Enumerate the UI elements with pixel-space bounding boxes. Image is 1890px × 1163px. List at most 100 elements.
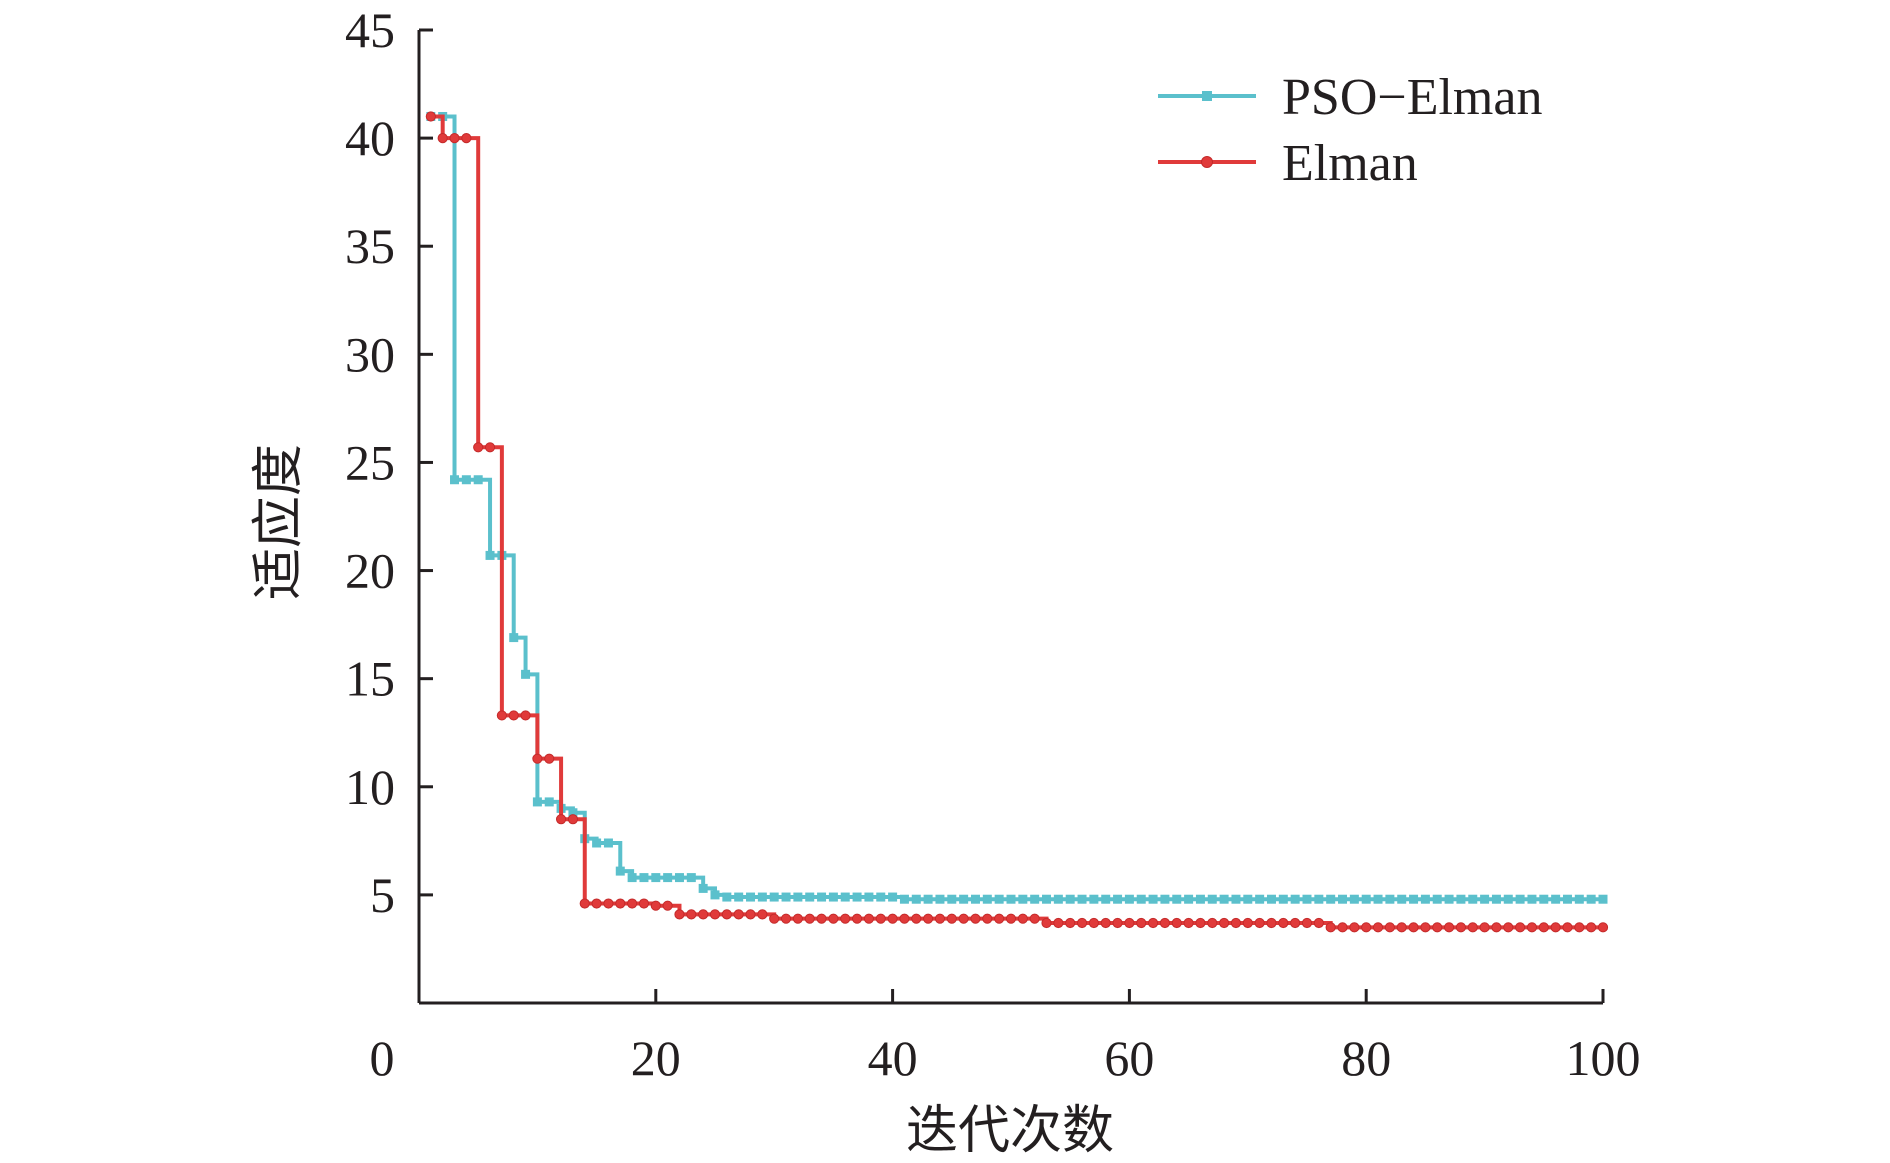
data-point-pso-elman (1148, 894, 1158, 904)
data-point-pso-elman (1527, 894, 1537, 904)
data-point-elman (1538, 922, 1549, 933)
data-point-elman (1029, 913, 1040, 924)
data-point-elman (875, 913, 886, 924)
data-point-elman (840, 913, 851, 924)
data-point-pso-elman (461, 475, 471, 485)
data-point-pso-elman (781, 892, 791, 902)
data-point-elman (1041, 917, 1052, 929)
data-point-pso-elman (1290, 894, 1300, 904)
legend-item-elman: Elman (1158, 135, 1418, 192)
data-point-pso-elman (793, 892, 803, 902)
data-point-elman (1443, 922, 1455, 933)
data-point-elman (1301, 917, 1313, 929)
data-point-pso-elman (1101, 894, 1111, 904)
y-axis-title: 适应度 (251, 444, 308, 600)
data-point-pso-elman (509, 633, 519, 643)
data-point-pso-elman (1515, 894, 1525, 904)
data-point-elman (1384, 922, 1395, 933)
data-point-elman (1183, 917, 1194, 929)
data-point-elman (484, 442, 496, 453)
data-point-elman (1219, 917, 1230, 929)
data-point-pso-elman (734, 892, 744, 902)
legend: PSO−Elman Elman (1158, 69, 1542, 192)
data-point-pso-elman (1432, 894, 1442, 904)
data-point-pso-elman (746, 892, 756, 902)
data-point-pso-elman (639, 873, 649, 883)
data-point-elman (567, 814, 579, 825)
data-point-pso-elman (1160, 894, 1170, 904)
data-point-pso-elman (1586, 894, 1596, 904)
data-point-elman (1053, 917, 1064, 929)
data-point-elman (1088, 917, 1099, 929)
data-point-elman (1562, 922, 1573, 933)
data-point-elman (437, 133, 448, 144)
data-point-pso-elman (1385, 894, 1395, 904)
data-point-pso-elman (1373, 894, 1383, 904)
data-point-elman (1586, 922, 1597, 933)
x-tick-label: 40 (868, 1030, 918, 1086)
data-point-pso-elman (1113, 894, 1123, 904)
data-point-pso-elman (544, 797, 554, 807)
data-point-elman (1147, 917, 1159, 929)
data-point-pso-elman (1219, 894, 1229, 904)
data-point-elman (899, 913, 910, 924)
data-point-pso-elman (1480, 894, 1490, 904)
y-tick-label: 15 (345, 651, 395, 707)
data-point-elman (1076, 917, 1088, 929)
series-line-pso-elman (430, 114, 1603, 902)
series-layer (425, 111, 1609, 933)
data-point-pso-elman (1018, 894, 1028, 904)
data-point-elman (1408, 922, 1419, 933)
data-point-pso-elman (1397, 894, 1407, 904)
data-point-pso-elman (473, 475, 483, 485)
data-point-elman (1266, 917, 1277, 929)
data-point-pso-elman (876, 892, 886, 902)
data-point-elman (804, 913, 815, 924)
data-point-elman (591, 898, 602, 909)
data-point-pso-elman (568, 808, 578, 818)
data-point-pso-elman (959, 894, 969, 904)
data-point-elman (816, 913, 827, 924)
data-point-elman (650, 900, 661, 911)
data-point-elman (792, 913, 803, 924)
data-point-elman (461, 133, 472, 144)
data-point-pso-elman (1562, 894, 1572, 904)
data-point-elman (1420, 922, 1431, 933)
data-point-elman (970, 913, 981, 924)
data-point-elman (721, 909, 732, 920)
y-tick-label: 35 (345, 218, 395, 274)
data-point-elman (828, 913, 839, 924)
data-point-elman (1491, 922, 1502, 933)
data-point-elman (745, 909, 756, 920)
data-point-pso-elman (1420, 894, 1430, 904)
data-point-elman (1313, 917, 1324, 929)
data-point-pso-elman (592, 838, 602, 848)
data-point-elman (1005, 913, 1017, 924)
data-point-elman (1124, 917, 1135, 929)
data-point-pso-elman (1266, 894, 1276, 904)
data-point-pso-elman (485, 550, 495, 560)
data-point-elman (994, 913, 1005, 924)
data-point-pso-elman (651, 873, 661, 883)
data-point-pso-elman (1089, 894, 1099, 904)
data-point-pso-elman (1551, 894, 1561, 904)
data-point-pso-elman (888, 892, 898, 902)
data-point-elman (934, 913, 946, 924)
data-point-elman (1159, 917, 1171, 929)
data-point-elman (508, 710, 519, 721)
data-point-pso-elman (1326, 894, 1336, 904)
data-point-elman (555, 814, 567, 825)
data-point-elman (1337, 922, 1348, 933)
data-point-elman (887, 913, 898, 924)
data-point-pso-elman (899, 894, 909, 904)
data-point-pso-elman (1468, 894, 1478, 904)
data-point-pso-elman (663, 873, 673, 883)
data-point-pso-elman (757, 892, 767, 902)
data-point-pso-elman (1574, 894, 1584, 904)
data-point-elman (1432, 922, 1443, 933)
data-point-pso-elman (1503, 894, 1513, 904)
data-point-pso-elman (1338, 894, 1348, 904)
data-point-pso-elman (521, 669, 531, 679)
data-point-pso-elman (923, 894, 933, 904)
series-pso-elman (426, 111, 1608, 904)
